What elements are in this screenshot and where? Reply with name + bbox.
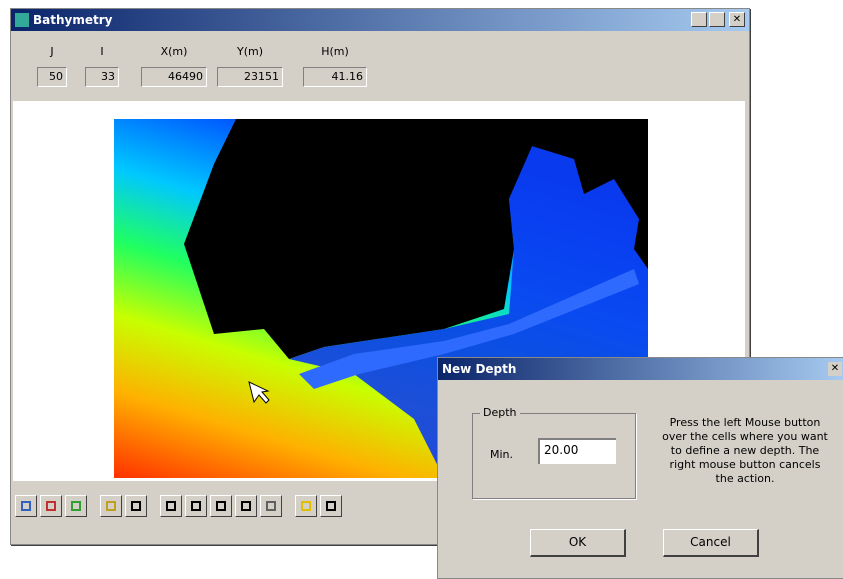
- dialog-title: New Depth: [442, 362, 517, 376]
- field-value: 33: [85, 67, 119, 87]
- tool-button[interactable]: [235, 495, 257, 517]
- tool-icon: [301, 501, 311, 511]
- mouse-cursor: [248, 381, 270, 404]
- field-label: I: [100, 45, 104, 58]
- tool-button[interactable]: [40, 495, 62, 517]
- land: [444, 119, 648, 269]
- tool-button[interactable]: [210, 495, 232, 517]
- tool-icon: [131, 501, 141, 511]
- field-label: Min.: [490, 448, 514, 461]
- tool-icon: [266, 501, 276, 511]
- depth-input[interactable]: 20.00: [538, 438, 616, 464]
- tool-icon: [166, 501, 176, 511]
- tool-icon: [21, 501, 31, 511]
- tool-icon: [191, 501, 201, 511]
- toolbar: [15, 495, 342, 517]
- tool-button[interactable]: [160, 495, 182, 517]
- dialog-close[interactable]: ✕: [828, 362, 842, 376]
- tool-button[interactable]: [185, 495, 207, 517]
- ok-button[interactable]: OK: [530, 529, 626, 557]
- tool-icon: [241, 501, 251, 511]
- tool-icon: [106, 501, 116, 511]
- tool-icon: [46, 501, 56, 511]
- tool-button[interactable]: [65, 495, 87, 517]
- field-label: H(m): [321, 45, 349, 58]
- field-value: 46490: [141, 67, 207, 87]
- field-label: J: [50, 45, 54, 58]
- field-value: 50: [37, 67, 67, 87]
- tool-icon: [216, 501, 226, 511]
- tool-icon: [326, 501, 336, 511]
- field-value: 23151: [217, 67, 283, 87]
- field-label: X(m): [160, 45, 188, 58]
- close-button[interactable]: ✕: [729, 12, 745, 27]
- dialog-title-bar: New Depth ✕: [438, 358, 843, 380]
- tool-button[interactable]: [125, 495, 147, 517]
- channel: [299, 269, 639, 389]
- minimize-button[interactable]: [691, 12, 707, 27]
- maximize-button[interactable]: [709, 12, 725, 27]
- tool-button[interactable]: [260, 495, 282, 517]
- tool-button[interactable]: [320, 495, 342, 517]
- group-label: Depth: [480, 406, 520, 419]
- tool-button[interactable]: [100, 495, 122, 517]
- app-icon: [15, 13, 29, 27]
- tool-button[interactable]: [295, 495, 317, 517]
- cancel-button[interactable]: Cancel: [663, 529, 759, 557]
- title-bar: Bathymetry ✕: [11, 9, 749, 31]
- tool-button[interactable]: [15, 495, 37, 517]
- instructions: Press the left Mouse button over the cel…: [662, 416, 828, 485]
- field-value: 41.16: [303, 67, 367, 87]
- group-box: [472, 413, 636, 499]
- tool-icon: [71, 501, 81, 511]
- window-title: Bathymetry: [33, 13, 113, 27]
- field-label: Y(m): [236, 45, 264, 58]
- dialog: New Depth ✕ Depth Min. 20.00 Press the l…: [437, 357, 843, 579]
